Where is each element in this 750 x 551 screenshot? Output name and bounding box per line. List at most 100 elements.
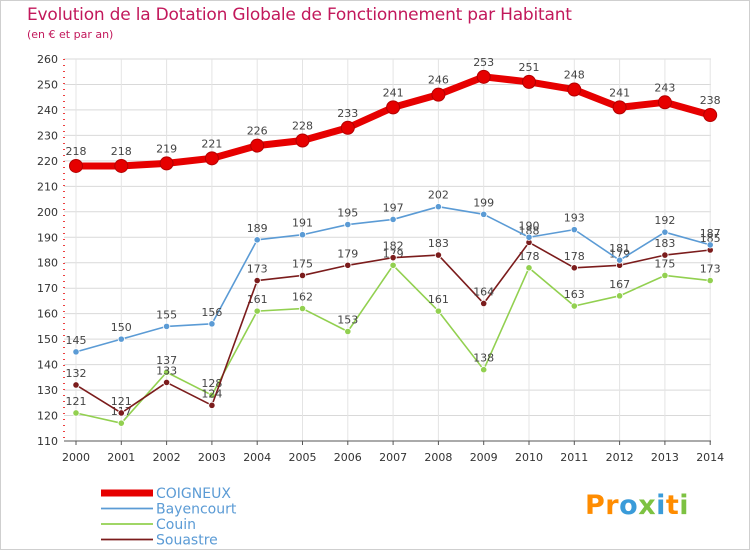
data-label: 219 xyxy=(156,142,177,155)
data-point xyxy=(253,276,261,285)
data-point xyxy=(163,368,171,376)
data-point xyxy=(298,304,307,313)
data-point xyxy=(434,251,442,259)
data-label: 178 xyxy=(519,250,540,263)
data-point xyxy=(480,210,488,218)
y-tick-label: 220 xyxy=(37,155,58,168)
y-tick-label: 130 xyxy=(37,384,58,397)
data-label: 167 xyxy=(609,278,630,291)
data-point xyxy=(567,82,582,97)
x-tick-label: 2006 xyxy=(334,451,362,464)
y-tick-label: 250 xyxy=(37,78,58,91)
data-label: 162 xyxy=(292,291,313,304)
data-point xyxy=(163,378,171,387)
data-point xyxy=(661,271,669,280)
data-label: 121 xyxy=(111,395,132,408)
data-point xyxy=(570,226,578,234)
data-point xyxy=(389,215,397,224)
data-label: 163 xyxy=(564,288,585,301)
data-label: 133 xyxy=(156,364,177,377)
data-label: 138 xyxy=(473,352,494,365)
y-tick-label: 180 xyxy=(37,257,58,270)
data-label: 251 xyxy=(519,61,540,74)
data-point xyxy=(298,231,307,239)
x-tick-label: 2007 xyxy=(379,451,407,464)
data-label: 218 xyxy=(111,145,132,158)
chart-subtitle: (en € et par an) xyxy=(27,28,114,41)
data-label: 161 xyxy=(428,293,449,306)
data-label: 190 xyxy=(519,219,540,232)
data-label: 145 xyxy=(66,334,87,347)
y-tick-label: 190 xyxy=(37,231,58,244)
data-label: 178 xyxy=(564,250,585,263)
data-label: 124 xyxy=(201,387,222,400)
data-label: 175 xyxy=(654,257,675,270)
x-tick-label: 2003 xyxy=(198,451,226,464)
x-tick-label: 2001 xyxy=(107,451,135,464)
y-tick-label: 240 xyxy=(37,104,58,117)
data-point xyxy=(706,241,714,249)
x-tick-label: 2000 xyxy=(62,451,90,464)
data-label: 183 xyxy=(654,237,675,250)
data-label: 199 xyxy=(473,196,494,209)
data-point xyxy=(253,236,261,244)
data-label: 121 xyxy=(66,395,87,408)
y-tick-label: 120 xyxy=(37,410,58,423)
data-point xyxy=(340,120,355,135)
data-point xyxy=(525,233,533,241)
legend-label-coigneux: COIGNEUX xyxy=(156,486,231,502)
x-tick-label: 2010 xyxy=(515,451,543,464)
y-tick-label: 210 xyxy=(37,180,58,193)
y-tick-label: 170 xyxy=(37,282,58,295)
data-point xyxy=(69,158,83,173)
data-point xyxy=(295,133,310,148)
data-point xyxy=(204,151,219,166)
data-point xyxy=(72,409,80,417)
data-point xyxy=(389,254,397,262)
legend-label-couin: Couin xyxy=(156,517,196,533)
y-tick-label: 200 xyxy=(37,206,58,219)
data-point xyxy=(117,409,125,417)
data-label: 187 xyxy=(700,227,721,240)
x-tick-label: 2012 xyxy=(606,451,634,464)
y-tick-label: 150 xyxy=(37,333,58,346)
data-label: 155 xyxy=(156,308,177,321)
data-label: 248 xyxy=(564,69,585,82)
data-label: 164 xyxy=(473,285,494,298)
data-label: 243 xyxy=(654,81,675,94)
x-tick-label: 2004 xyxy=(243,451,271,464)
data-label: 183 xyxy=(428,237,449,250)
y-tick-label: 110 xyxy=(37,435,58,448)
data-point xyxy=(570,302,578,310)
data-point xyxy=(159,156,174,171)
data-label: 246 xyxy=(428,74,449,87)
data-point xyxy=(389,261,397,269)
data-label: 241 xyxy=(609,86,630,99)
data-label: 192 xyxy=(654,214,675,227)
data-label: 153 xyxy=(337,313,358,326)
data-point xyxy=(250,138,265,153)
data-label: 156 xyxy=(201,306,222,319)
x-tick-label: 2011 xyxy=(560,451,588,464)
data-label: 202 xyxy=(428,189,449,202)
x-tick-label: 2002 xyxy=(153,451,181,464)
data-label: 226 xyxy=(247,125,268,138)
data-point xyxy=(117,419,125,427)
data-label: 191 xyxy=(292,217,313,230)
data-label: 181 xyxy=(609,242,630,255)
data-point xyxy=(480,299,488,308)
y-tick-label: 230 xyxy=(37,129,58,142)
data-point xyxy=(386,100,401,115)
data-point xyxy=(72,348,80,356)
data-point xyxy=(163,322,171,330)
data-label: 137 xyxy=(156,354,177,367)
data-point xyxy=(298,271,307,280)
data-point xyxy=(476,69,491,84)
data-label: 221 xyxy=(201,137,222,150)
data-point xyxy=(522,74,536,89)
y-tick-label: 140 xyxy=(37,359,58,372)
data-label: 182 xyxy=(383,240,404,253)
x-tick-label: 2009 xyxy=(470,451,498,464)
data-point xyxy=(661,251,669,259)
legend-label-bayencourt: Bayencourt xyxy=(156,502,237,518)
